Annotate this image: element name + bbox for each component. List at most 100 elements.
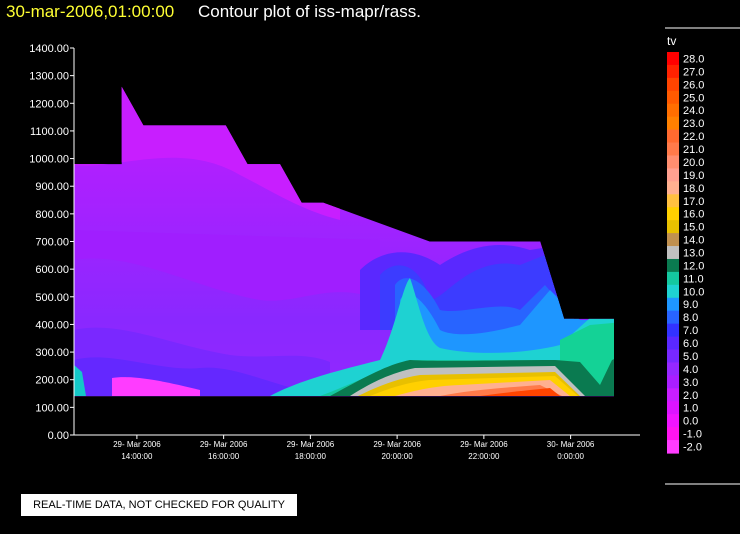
colorbar-swatch	[667, 323, 679, 338]
x-tick-label: 14:00:00	[121, 452, 153, 461]
quality-disclaimer: REAL-TIME DATA, NOT CHECKED FOR QUALITY	[21, 494, 297, 516]
x-tick-label: 16:00:00	[208, 452, 240, 461]
colorbar-label: 7.0	[683, 325, 698, 337]
colorbar-swatch	[667, 375, 679, 389]
x-tick-label: 29- Mar 2006	[460, 440, 508, 449]
y-tick-label: 100.00	[35, 402, 69, 414]
colorbar-label: 23.0	[683, 118, 704, 130]
colorbar-swatch	[667, 310, 679, 325]
colorbar-swatch	[667, 297, 679, 312]
colorbar-swatch	[667, 181, 679, 195]
colorbar-swatch	[667, 207, 679, 221]
colorbar-swatch	[667, 388, 679, 402]
y-tick-label: 0.00	[48, 430, 69, 442]
colorbar-label: 14.0	[683, 235, 704, 247]
chart-title: Contour plot of iss-mapr/rass.	[198, 2, 421, 21]
colorbar-label: 24.0	[683, 105, 704, 117]
colorbar-label: 4.0	[683, 364, 698, 376]
y-tick-label: 1100.00	[30, 126, 69, 138]
colorbar-label: 8.0	[683, 312, 698, 324]
colorbar-label: 18.0	[683, 183, 704, 195]
x-tick-label: 29- Mar 2006	[200, 440, 248, 449]
x-tick-label: 20:00:00	[382, 452, 414, 461]
colorbar-label: 10.0	[683, 286, 704, 298]
colorbar-swatch	[667, 129, 679, 144]
colorbar-label: 3.0	[683, 377, 698, 389]
colorbar-variable: tv	[667, 34, 676, 48]
colorbar-label: 17.0	[683, 196, 704, 208]
colorbar-label: 19.0	[683, 170, 704, 182]
x-tick-label: 30- Mar 2006	[547, 440, 595, 449]
colorbar-swatch	[667, 362, 679, 376]
colorbar-swatch	[667, 271, 679, 286]
contour-band	[112, 377, 200, 396]
y-tick-label: 200.00	[35, 375, 69, 387]
colorbar-swatch	[667, 233, 679, 247]
colorbar-swatch	[667, 336, 679, 351]
y-tick-label: 600.00	[35, 264, 69, 276]
colorbar-label: 6.0	[683, 338, 698, 350]
colorbar-swatch	[667, 440, 679, 454]
colorbar-label: 25.0	[683, 92, 704, 104]
colorbar-label: 20.0	[683, 157, 704, 169]
colorbar-label: 22.0	[683, 131, 704, 143]
colorbar-label: -1.0	[683, 429, 702, 441]
colorbar-label: 1.0	[683, 403, 698, 415]
x-tick-label: 18:00:00	[295, 452, 327, 461]
colorbar-label: 9.0	[683, 299, 698, 311]
colorbar-label: 11.0	[683, 273, 704, 285]
colorbar-label: 5.0	[683, 351, 698, 363]
contour-band	[480, 388, 560, 396]
y-tick-label: 1200.00	[29, 98, 69, 110]
y-tick-label: 300.00	[35, 347, 69, 359]
colorbar-swatch	[667, 349, 679, 364]
colorbar-swatch	[667, 52, 679, 66]
colorbar-swatch	[667, 414, 679, 428]
y-tick-label: 1400.00	[29, 43, 69, 55]
colorbar-label: 12.0	[683, 260, 704, 272]
x-tick-label: 29- Mar 2006	[113, 440, 161, 449]
colorbar-swatch	[667, 155, 679, 170]
colorbar-legend: tv 28.027.026.025.024.023.022.021.020.019…	[665, 27, 740, 485]
y-tick-label: 1000.00	[29, 154, 69, 166]
x-tick-label: 29- Mar 2006	[373, 440, 421, 449]
colorbar-swatch	[667, 142, 679, 157]
colorbar-swatch	[667, 194, 679, 208]
colorbar-swatch	[667, 77, 679, 92]
colorbar-swatch	[667, 284, 679, 299]
colorbar-label: 13.0	[683, 248, 704, 260]
colorbar-label: 21.0	[683, 144, 704, 156]
colorbar-label: 28.0	[683, 53, 704, 65]
contour-band	[74, 365, 86, 396]
y-tick-label: 1300.00	[29, 71, 69, 83]
colorbar-swatch	[667, 64, 679, 79]
colorbar-label: 16.0	[683, 209, 704, 221]
colorbar-swatch	[667, 258, 679, 273]
y-tick-label: 800.00	[35, 209, 69, 221]
colorbar-swatch	[667, 103, 679, 118]
colorbar-label: 27.0	[683, 66, 704, 78]
colorbar-swatch	[667, 168, 679, 182]
colorbar-swatch	[667, 427, 679, 441]
y-tick-label: 400.00	[35, 319, 69, 331]
colorbar-swatch	[667, 401, 679, 415]
colorbar-swatch	[667, 246, 679, 260]
axes: 0.00 100.00 200.00 300.00 400.00 500.00 600.00…	[29, 43, 640, 461]
x-tick-label: 0:00:00	[557, 452, 584, 461]
colorbar-label: 0.0	[683, 416, 698, 428]
y-tick-label: 700.00	[35, 237, 69, 249]
y-tick-label: 900.00	[35, 181, 69, 193]
y-tick-label: 500.00	[35, 292, 69, 304]
colorbar-swatch	[667, 220, 679, 234]
colorbar-swatch	[667, 116, 679, 131]
colorbar-label: 26.0	[683, 79, 704, 91]
x-tick-label: 29- Mar 2006	[287, 440, 335, 449]
colorbar-swatch	[667, 90, 679, 105]
x-tick-label: 22:00:00	[468, 452, 500, 461]
contour-fill	[74, 86, 614, 397]
colorbar-label: 15.0	[683, 222, 704, 234]
colorbar-label: -2.0	[683, 442, 702, 454]
contour-band	[74, 230, 380, 301]
